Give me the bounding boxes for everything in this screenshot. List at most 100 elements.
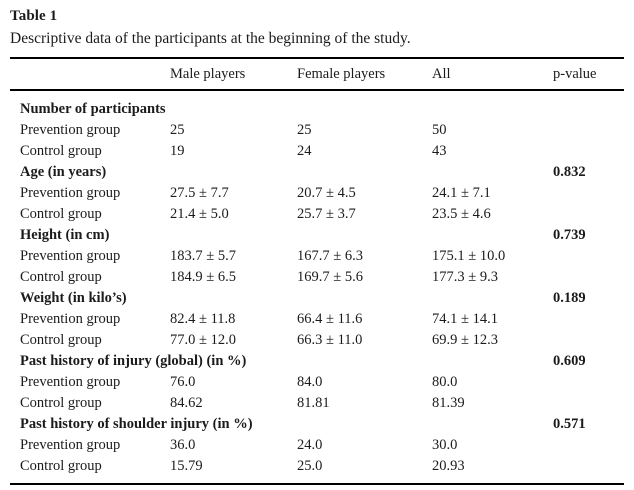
pvalue-cell	[553, 246, 624, 267]
pvalue-cell	[553, 435, 624, 456]
table-row: Prevention group 27.5 ± 7.7 20.7 ± 4.5 2…	[10, 183, 624, 204]
female-cell: 84.0	[297, 374, 323, 390]
table-caption: Descriptive data of the participants at …	[10, 30, 411, 47]
all-cell: 74.1 ± 14.1	[432, 311, 498, 327]
male-cell: 76.0	[170, 374, 196, 390]
all-cell: 20.93	[432, 458, 465, 474]
table-row-section: Height (in cm) 0.739	[10, 225, 624, 246]
female-cell: 66.3 ± 11.0	[297, 332, 363, 348]
table-row: Control group 21.4 ± 5.0 25.7 ± 3.7 23.5…	[10, 204, 624, 225]
header-cell-all: All	[432, 58, 553, 91]
all-cell: 50	[432, 122, 447, 138]
female-cell: 25.0	[297, 458, 323, 474]
pvalue-cell: 0.609	[553, 353, 586, 369]
male-cell: 84.62	[170, 395, 203, 411]
all-cell: 24.1 ± 7.1	[432, 185, 491, 201]
table-row: Prevention group 183.7 ± 5.7 167.7 ± 6.3…	[10, 246, 624, 267]
table-row-section: Past history of injury (global) (in %) 0…	[10, 351, 624, 372]
male-cell: 19	[170, 143, 185, 159]
row-label-cell: Prevention group	[20, 437, 121, 453]
table-row: Prevention group 36.0 24.0 30.0	[10, 435, 624, 456]
section-label-cell: Past history of injury (global) (in %)	[20, 353, 247, 369]
female-cell: 167.7 ± 6.3	[297, 248, 363, 264]
row-label-cell: Control group	[20, 458, 102, 474]
female-cell: 24.0	[297, 437, 323, 453]
section-label-cell: Age (in years)	[20, 164, 107, 180]
all-cell: 81.39	[432, 395, 465, 411]
row-label-cell: Prevention group	[20, 122, 121, 138]
female-cell: 25	[297, 122, 312, 138]
pvalue-cell	[553, 393, 624, 414]
pvalue-cell: 0.571	[553, 416, 586, 432]
row-label-cell: Prevention group	[20, 311, 121, 327]
table-row-section: Number of participants	[10, 90, 624, 120]
male-cell: 77.0 ± 12.0	[170, 332, 236, 348]
pvalue-cell	[553, 183, 624, 204]
row-label-cell: Control group	[20, 395, 102, 411]
all-cell: 69.9 ± 12.3	[432, 332, 498, 348]
header-cell-female: Female players	[297, 58, 432, 91]
all-cell: 30.0	[432, 437, 458, 453]
male-cell: 82.4 ± 11.8	[170, 311, 236, 327]
pvalue-cell	[553, 141, 624, 162]
all-cell: 177.3 ± 9.3	[432, 269, 498, 285]
female-cell: 169.7 ± 5.6	[297, 269, 363, 285]
table-row-section: Age (in years) 0.832	[10, 162, 624, 183]
table-row-section: Weight (in kilo’s) 0.189	[10, 288, 624, 309]
pvalue-cell: 0.832	[553, 164, 586, 180]
table-number: Table 1	[10, 8, 58, 24]
header-cell-pvalue: p-value	[553, 58, 624, 91]
section-label-cell: Weight (in kilo’s)	[20, 290, 127, 306]
section-label-cell: Height (in cm)	[20, 227, 110, 243]
male-cell: 25	[170, 122, 185, 138]
male-cell: 27.5 ± 7.7	[170, 185, 229, 201]
male-cell: 183.7 ± 5.7	[170, 248, 236, 264]
table-row: Control group 184.9 ± 6.5 169.7 ± 5.6 17…	[10, 267, 624, 288]
table-row: Prevention group 76.0 84.0 80.0	[10, 372, 624, 393]
all-cell: 80.0	[432, 374, 458, 390]
pvalue-cell	[553, 309, 624, 330]
pvalue-cell	[553, 267, 624, 288]
table-body: Number of participants Prevention group …	[10, 90, 624, 484]
male-cell: 21.4 ± 5.0	[170, 206, 229, 222]
descriptive-data-table: Male players Female players All p-value …	[10, 57, 624, 485]
table-header: Male players Female players All p-value	[10, 58, 624, 91]
pvalue-cell	[553, 120, 624, 141]
table-row: Control group 77.0 ± 12.0 66.3 ± 11.0 69…	[10, 330, 624, 351]
header-row: Male players Female players All p-value	[10, 58, 624, 91]
row-label-cell: Control group	[20, 143, 102, 159]
table-row: Control group 19 24 43	[10, 141, 624, 162]
table-row: Control group 15.79 25.0 20.93	[10, 456, 624, 484]
female-cell: 20.7 ± 4.5	[297, 185, 356, 201]
all-cell: 23.5 ± 4.6	[432, 206, 491, 222]
male-cell: 184.9 ± 6.5	[170, 269, 236, 285]
female-cell: 81.81	[297, 395, 330, 411]
pvalue-cell	[553, 204, 624, 225]
all-cell: 43	[432, 143, 447, 159]
female-cell: 24	[297, 143, 312, 159]
row-label-cell: Control group	[20, 269, 102, 285]
pvalue-cell	[553, 330, 624, 351]
table-row: Control group 84.62 81.81 81.39	[10, 393, 624, 414]
pvalue-cell: 0.739	[553, 227, 586, 243]
all-cell: 175.1 ± 10.0	[432, 248, 506, 264]
row-label-cell: Prevention group	[20, 185, 121, 201]
female-cell: 25.7 ± 3.7	[297, 206, 356, 222]
row-label-cell: Control group	[20, 206, 102, 222]
table-row-section: Past history of shoulder injury (in %) 0…	[10, 414, 624, 435]
pvalue-cell	[553, 90, 624, 120]
table-row: Prevention group 25 25 50	[10, 120, 624, 141]
pvalue-cell	[553, 456, 624, 484]
row-label-cell: Prevention group	[20, 248, 121, 264]
header-cell-empty	[10, 58, 170, 91]
section-label-cell: Number of participants	[20, 101, 166, 117]
female-cell: 66.4 ± 11.6	[297, 311, 363, 327]
row-label-cell: Prevention group	[20, 374, 121, 390]
section-label-cell: Past history of shoulder injury (in %)	[20, 416, 253, 432]
pvalue-cell: 0.189	[553, 290, 586, 306]
row-label-cell: Control group	[20, 332, 102, 348]
table-row: Prevention group 82.4 ± 11.8 66.4 ± 11.6…	[10, 309, 624, 330]
male-cell: 36.0	[170, 437, 196, 453]
pvalue-cell	[553, 372, 624, 393]
